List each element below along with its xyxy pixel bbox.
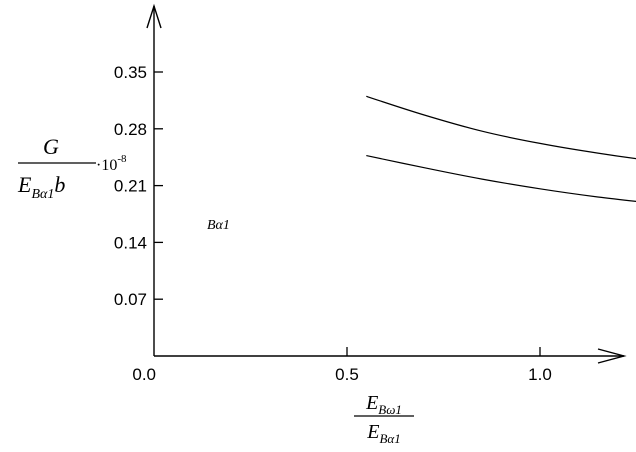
ylabel-denominator-sub: Bα1 bbox=[31, 187, 54, 202]
ylabel-factor-exponent: -8 bbox=[117, 153, 127, 165]
xlabel-numerator: EBω1 bbox=[365, 392, 402, 417]
y-axis-arrow bbox=[146, 3, 162, 29]
series-group: 12 bbox=[366, 95, 636, 202]
x-tick-label: 1.0 bbox=[528, 365, 552, 384]
annotation-text: Bα1 bbox=[207, 218, 230, 233]
y-tick-label: 0.35 bbox=[114, 63, 147, 82]
y-tick-label: 0.28 bbox=[114, 120, 147, 139]
x-axis-label: EBω1 EBα1 bbox=[354, 392, 414, 446]
series-line-2 bbox=[366, 155, 636, 202]
xlabel-denominator-main: E bbox=[366, 421, 379, 443]
x-axis-arrow bbox=[597, 348, 627, 364]
ylabel-denominator-tail: b bbox=[54, 172, 65, 197]
x-tick-label: 0.5 bbox=[335, 365, 359, 384]
ylabel-denominator-main: E bbox=[17, 172, 32, 197]
xlabel-denominator-sub: Bα1 bbox=[379, 431, 400, 446]
ylabel-factor: ·10-8 bbox=[96, 153, 127, 174]
xlabel-numerator-main: E bbox=[365, 392, 378, 414]
x-tick-label: 0.0 bbox=[132, 365, 156, 384]
y-tick-label: 0.21 bbox=[114, 177, 147, 196]
y-axis-label: G EBα1b ·10-8 bbox=[17, 134, 127, 202]
x-ticks: 0.00.51.01.52.0 bbox=[132, 347, 552, 384]
y-tick-label: 0.07 bbox=[114, 290, 147, 309]
xlabel-denominator: EBα1 bbox=[366, 421, 400, 446]
ylabel-numerator: G bbox=[43, 134, 59, 159]
y-tick-label: 0.14 bbox=[114, 233, 147, 252]
ylabel-factor-base: ·10 bbox=[96, 157, 117, 174]
series-line-1 bbox=[366, 95, 636, 160]
axes bbox=[146, 3, 627, 364]
ylabel-denominator: EBα1b bbox=[17, 172, 65, 202]
xlabel-numerator-sub: Bω1 bbox=[378, 402, 402, 417]
y-ticks: 0.07 0.14 0.21 0.28 0.35 bbox=[114, 63, 163, 309]
